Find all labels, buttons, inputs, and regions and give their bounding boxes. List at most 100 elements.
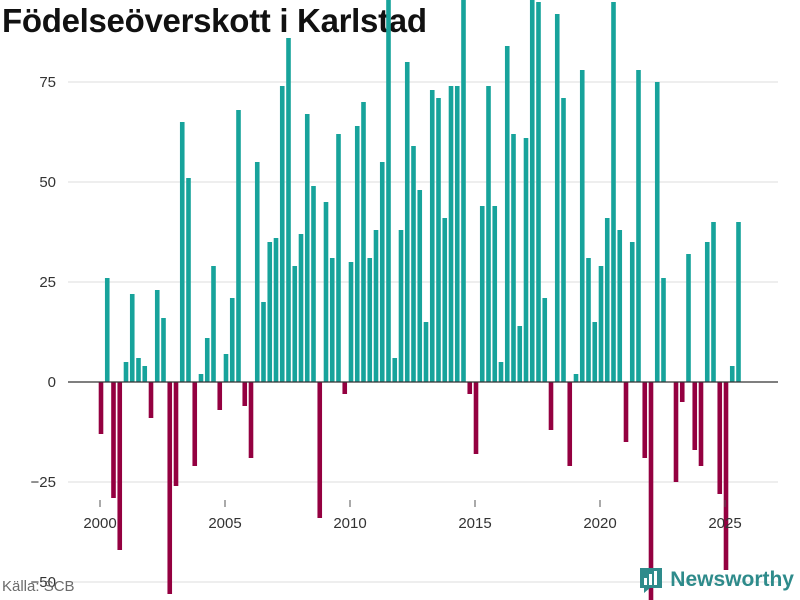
bar-positive [392,358,398,382]
bars [98,0,741,600]
bar-positive [498,362,504,382]
bar-positive [617,230,623,382]
bar-positive [311,186,316,382]
bar-positive [561,98,566,382]
bar-positive [254,162,260,382]
bar-positive [211,266,216,382]
bar-negative [723,382,729,570]
bar-positive [511,134,516,382]
grid-lines [68,81,778,583]
bar-positive [348,262,354,382]
bar-positive [629,242,635,382]
bar-negative [467,382,473,394]
bar-negative [473,382,479,454]
y-tick-label: 0 [48,374,56,391]
bar-positive [529,0,535,382]
bar-positive [223,354,229,382]
bar-negative [242,382,248,406]
bar-positive [586,258,591,382]
bar-positive [636,70,641,382]
bar-negative [548,382,554,430]
bar-negative [679,382,685,402]
y-tick-label: −50 [31,574,56,591]
bar-positive [592,322,598,382]
bar-positive [429,90,435,382]
bar-positive [286,38,291,382]
x-tick-label: 2000 [83,515,116,532]
bar-negative [217,382,223,410]
bar-negative [117,382,123,550]
y-tick-label: −25 [31,474,56,491]
bar-positive [373,230,379,382]
bar-positive [598,266,604,382]
bar-positive [161,318,166,382]
bar-positive [304,114,310,382]
bar-positive [729,366,735,382]
x-tick-label: 2020 [583,515,616,532]
bar-negative [648,382,654,600]
bar-positive [448,86,454,382]
bar-positive [404,62,410,382]
bar-positive [198,374,204,382]
bar-positive [323,202,329,382]
bar-positive [554,14,560,382]
bar-positive [229,298,235,382]
bar-negative [642,382,648,458]
axes: 1501251007550250−25−50200020052010201520… [31,74,778,591]
bar-negative [698,382,704,466]
bar-positive [361,102,366,382]
bar-positive [279,86,285,382]
bar-negative [148,382,154,418]
bar-positive [367,258,373,382]
brand-logo: Newsworthy [638,566,794,594]
bar-positive [704,242,710,382]
brand-name: Newsworthy [670,568,794,591]
x-tick-label: 2025 [708,515,741,532]
bar-positive [154,290,160,382]
bar-positive [292,266,298,382]
bar-positive [542,298,548,382]
bar-positive [423,322,429,382]
newsworthy-logo-icon [640,568,663,593]
y-tick-label: 50 [39,174,56,191]
bar-positive [329,258,335,382]
bar-positive [486,86,491,382]
bar-positive [711,222,716,382]
bar-positive [523,138,529,382]
source-note: Källa: SCB [2,578,75,595]
bar-positive [504,46,510,382]
bar-positive [354,126,360,382]
bar-positive [436,98,441,382]
bar-negative [623,382,629,442]
y-tick-label: 75 [39,74,56,91]
bar-positive [479,206,485,382]
chart-title: Födelseöverskott i Karlstad [2,2,427,39]
bar-positive [661,278,666,382]
bar-negative [567,382,573,466]
x-tick-label: 2010 [333,515,366,532]
bar-negative [317,382,323,518]
bar-positive [267,242,273,382]
bar-positive [379,162,385,382]
bar-positive [604,218,610,382]
y-tick-label: 25 [39,274,56,291]
bar-positive [142,366,148,382]
bar-positive [386,0,391,382]
bar-positive [336,134,341,382]
bar-positive [411,146,416,382]
bar-negative [173,382,179,486]
bar-negative [717,382,723,494]
bar-negative [98,382,104,434]
bar-positive [492,206,498,382]
bar-positive [573,374,579,382]
bar-positive [236,110,241,382]
bar-positive [129,294,135,382]
bar-positive [123,362,129,382]
bar-negative [192,382,198,466]
bar-positive [261,302,266,382]
bar-negative [111,382,116,498]
bar-positive [686,254,691,382]
bar-positive [417,190,423,382]
bar-positive [579,70,585,382]
